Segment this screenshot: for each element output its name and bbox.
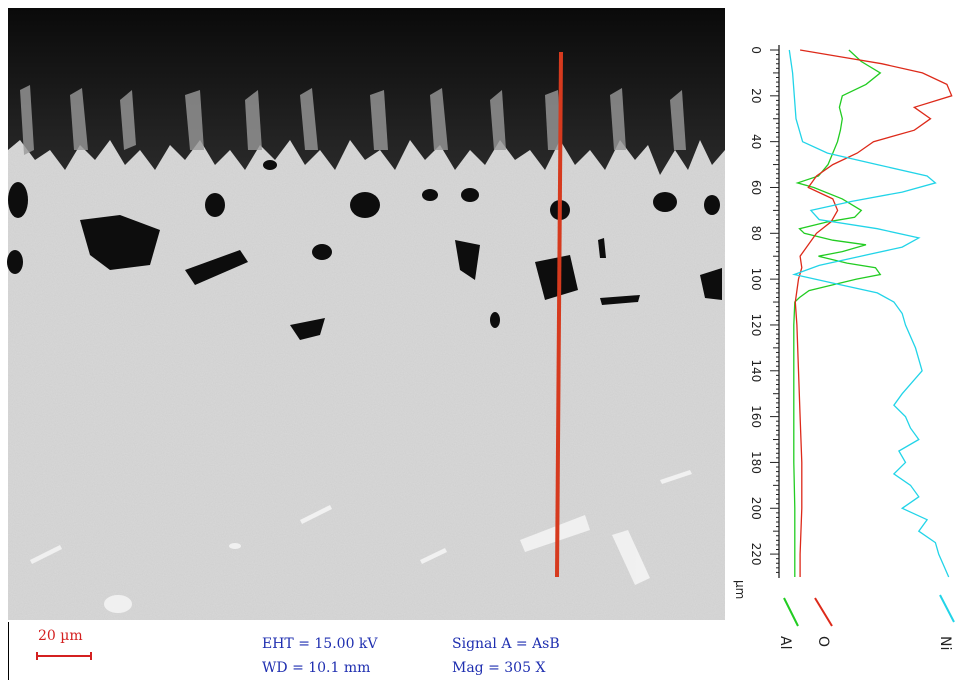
oxide-scale-layer (8, 8, 725, 175)
profile-tick-label: 100 (749, 268, 763, 291)
profile-ticks: 0 20 40 60 80 100 120 140 160 180 200 220 (749, 46, 779, 573)
profile-tick-label: 120 (749, 314, 763, 337)
legend-item-al: Al (777, 597, 799, 649)
signal-readout: Signal A = AsB (452, 636, 560, 652)
line-scan-path (555, 51, 563, 578)
scale-bar (36, 652, 92, 660)
eht-readout: EHT = 15.00 kV (262, 636, 378, 652)
profile-tick-label: 140 (749, 359, 763, 382)
mag-readout: Mag = 305 X (452, 660, 546, 676)
legend-swatch-ni (939, 594, 955, 623)
series-line-ni (788, 49, 950, 578)
series-line-al (793, 49, 882, 577)
legend-label-o: O (815, 636, 831, 647)
oxide-columns (20, 85, 686, 155)
internal-oxides (7, 160, 722, 340)
profile-tick-label: 180 (749, 451, 763, 474)
bright-precipitates (30, 470, 692, 613)
caption-divider (8, 622, 9, 680)
micrograph (7, 8, 725, 620)
profile-tick-label: 20 (749, 88, 763, 103)
profile-axis-unit: µm (733, 580, 747, 599)
profile-tick-label: 160 (749, 405, 763, 428)
legend: Al O Ni (777, 594, 955, 650)
legend-swatch-al (783, 597, 799, 627)
profile-plot: 0 20 40 60 80 100 120 140 160 180 200 220 µm (733, 45, 953, 599)
legend-label-ni: Ni (937, 636, 953, 650)
legend-item-ni: Ni (937, 594, 955, 650)
wd-readout: WD = 10.1 mm (262, 660, 371, 676)
series-line-o (794, 49, 953, 577)
profile-tick-label: 80 (749, 226, 763, 241)
profile-tick-label: 220 (749, 543, 763, 566)
profile-tick-label: 60 (749, 180, 763, 195)
legend-label-al: Al (777, 636, 793, 649)
scale-bar-label: 20 µm (38, 628, 83, 644)
profile-tick-label: 0 (749, 46, 763, 54)
legend-item-o: O (814, 597, 833, 647)
profile-tick-label: 40 (749, 134, 763, 149)
profile-series (788, 49, 953, 578)
legend-swatch-o (814, 597, 833, 627)
profile-tick-label: 200 (749, 497, 763, 520)
